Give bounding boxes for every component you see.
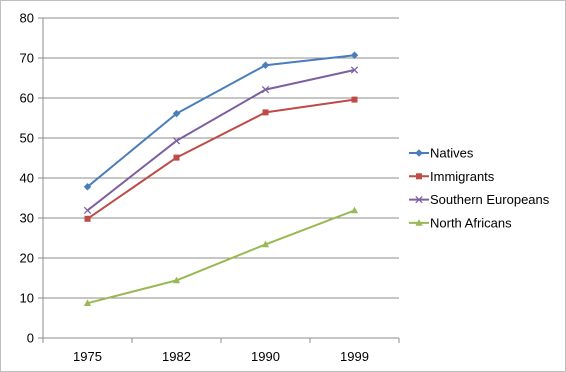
y-tick-label: 10	[20, 291, 34, 306]
x-marker-stroke	[172, 137, 181, 145]
data-point	[84, 215, 91, 222]
data-point	[350, 206, 359, 214]
data-point	[172, 276, 181, 284]
legend-item: Natives	[409, 146, 474, 161]
x-marker-stroke	[261, 85, 270, 94]
data-point	[173, 154, 180, 161]
legend-marker	[416, 173, 422, 180]
data-point	[261, 61, 270, 70]
series-north-africans	[83, 206, 359, 306]
data-point	[350, 66, 359, 74]
data-point	[261, 240, 270, 248]
data-point	[350, 51, 359, 60]
data-point	[351, 96, 358, 103]
data-point	[172, 109, 181, 118]
legend-marker	[415, 219, 423, 226]
series-layer	[83, 51, 359, 306]
legend-item: Immigrants	[409, 169, 495, 184]
y-tick-label: 80	[20, 11, 34, 26]
legend-label: Immigrants	[430, 169, 495, 184]
series-line	[86, 54, 355, 188]
legend-item: Southern Europeans	[409, 192, 550, 207]
series-immigrants	[84, 96, 358, 222]
x-tick-label: 1999	[340, 349, 369, 364]
series-line	[86, 69, 355, 212]
legend-label: North Africans	[430, 215, 512, 230]
legend-label: Natives	[430, 146, 474, 161]
data-point	[261, 85, 270, 94]
data-point	[83, 299, 92, 306]
legend-item: North Africans	[409, 215, 512, 230]
series-southern-europeans	[83, 66, 359, 215]
y-tick-label: 60	[20, 91, 34, 106]
y-tick-label: 40	[20, 171, 34, 186]
series-line	[86, 98, 355, 220]
data-point	[262, 109, 269, 116]
y-tick-label: 0	[27, 331, 34, 346]
series-line	[87, 209, 355, 305]
data-point	[83, 182, 92, 191]
gridlines	[43, 17, 399, 299]
x-marker-stroke	[83, 206, 92, 215]
x-tick-label: 1975	[73, 349, 102, 364]
legend: Natives Immigrants Southern Europeans North…	[409, 146, 550, 230]
data-point	[172, 137, 181, 145]
y-tick-label: 50	[20, 131, 34, 146]
legend-marker	[415, 195, 423, 204]
y-tick-label: 20	[20, 251, 34, 266]
legend-marker	[415, 149, 423, 157]
legend-label: Southern Europeans	[430, 192, 550, 207]
data-point	[83, 206, 92, 215]
x-marker-stroke	[350, 66, 359, 74]
y-tick-label: 70	[20, 51, 34, 66]
x-tick-label: 1982	[162, 349, 191, 364]
x-tick-label: 1990	[251, 349, 280, 364]
x-marker-stroke	[415, 195, 423, 204]
series-natives	[83, 51, 359, 191]
axes: 0 10 20 30 40 50 60 70 80 1975 1982 1990 1999	[20, 11, 400, 364]
y-tick-label: 30	[20, 211, 34, 226]
